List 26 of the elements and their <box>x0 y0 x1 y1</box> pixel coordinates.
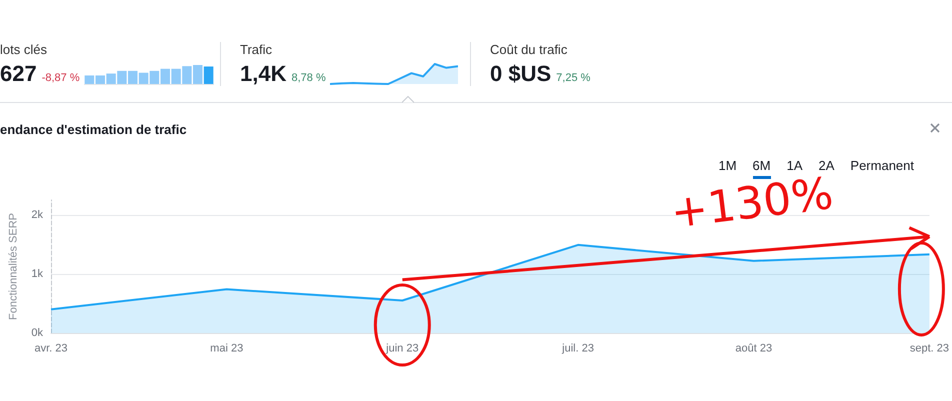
text: 1,4K <box>240 61 286 86</box>
text: Coût du trafic <box>490 42 568 57</box>
text: 7,25 % <box>556 71 590 85</box>
x-tick-label: mai 23 <box>210 342 244 354</box>
text: 1M <box>718 158 737 175</box>
chart-title: endance d'estimation de trafic <box>0 122 187 137</box>
x-tick-label: juin 23 <box>385 342 419 354</box>
bar <box>203 66 213 84</box>
x-tick-label: août 23 <box>735 342 772 354</box>
text: 0 $US <box>490 61 552 86</box>
text: 6M <box>752 158 771 179</box>
x-tick-label: juil. 23 <box>561 342 594 354</box>
x-tick-label: sept. 23 <box>910 342 949 354</box>
text: 1A <box>786 158 802 175</box>
chart-title: Trafic <box>240 42 274 57</box>
y-axis-title: Fonctionnalités SERP <box>8 213 20 320</box>
chart-title: lots clés <box>0 42 48 57</box>
y-tick-label: 1k <box>31 268 44 280</box>
text: Permanent <box>850 158 914 175</box>
text: 627 <box>0 61 37 86</box>
y-tick-label: 0k <box>31 327 44 339</box>
x-tick-label: avr. 23 <box>34 342 68 354</box>
annotation: 8,78 % <box>291 71 326 85</box>
y-tick-label: 2k <box>31 208 44 221</box>
text: 2A <box>818 158 834 175</box>
text: -8,87 % <box>42 71 80 85</box>
